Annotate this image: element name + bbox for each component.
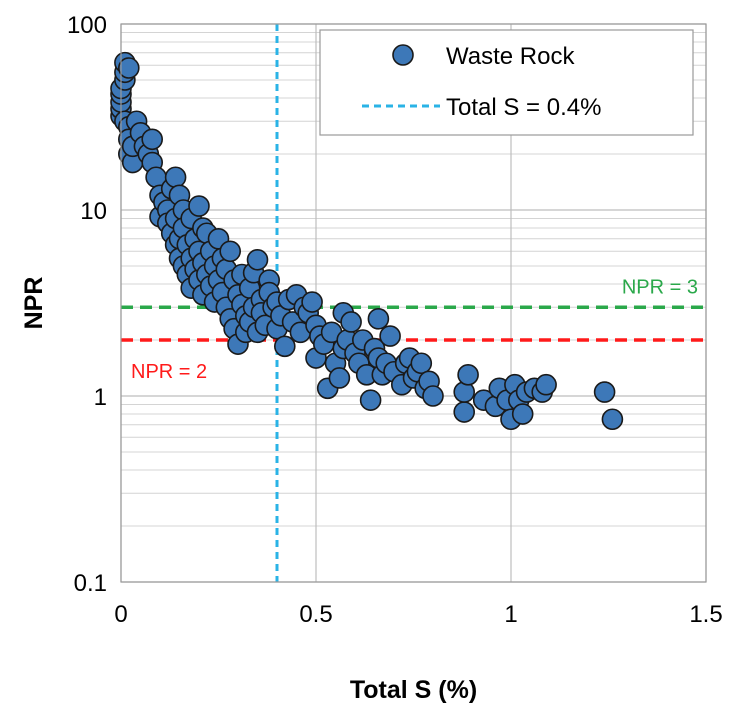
npr-2-label: NPR = 2: [131, 361, 207, 383]
data-point: [340, 311, 362, 333]
y-tick-label: 1: [94, 384, 107, 411]
data-point: [141, 128, 163, 151]
data-point: [453, 401, 476, 423]
data-point: [328, 367, 351, 389]
legend-label-total-s: Total S = 0.4%: [446, 94, 601, 121]
data-point: [422, 385, 444, 407]
legend-box: [319, 29, 694, 136]
data-point: [359, 389, 382, 411]
tick-labels: 0 0.5 1 1.5 0.1 1 10 100: [67, 12, 723, 628]
data-point: [118, 57, 140, 79]
data-point: [457, 364, 479, 386]
npr-3-label: NPR = 3: [622, 276, 698, 298]
data-point: [273, 335, 296, 358]
data-point: [246, 248, 269, 271]
x-tick-label: 0.5: [299, 601, 332, 628]
data-point: [379, 325, 401, 347]
legend-marker-waste-rock: [392, 44, 414, 66]
y-tick-label: 10: [80, 198, 107, 225]
data-point: [601, 408, 624, 431]
data-point: [593, 381, 616, 403]
plot-frame: [120, 23, 707, 583]
data-point: [410, 352, 433, 375]
x-tick-label: 0: [114, 601, 127, 628]
data-point: [188, 195, 210, 217]
x-tick-label: 1.5: [689, 601, 722, 628]
legend: Waste Rock Total S = 0.4%: [319, 29, 694, 136]
legend-label-waste-rock: Waste Rock: [446, 43, 575, 70]
x-axis-title: Total S (%): [350, 676, 477, 704]
data-point: [164, 166, 187, 189]
data-points: [110, 51, 624, 431]
data-point: [219, 240, 241, 263]
data-point: [301, 291, 323, 313]
y-tick-label: 100: [67, 12, 107, 39]
data-point: [367, 308, 390, 330]
y-tick-label: 0.1: [74, 570, 107, 597]
y-axis-title: NPR: [20, 277, 48, 330]
x-tick-label: 1: [504, 601, 517, 628]
data-point: [511, 403, 534, 425]
data-point: [535, 373, 557, 396]
